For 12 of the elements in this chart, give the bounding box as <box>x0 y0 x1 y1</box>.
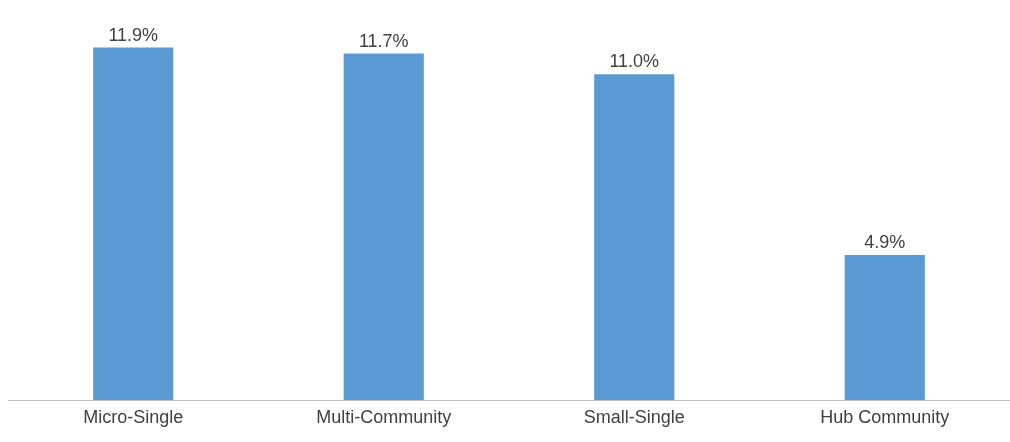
data-label: 11.7% <box>358 30 409 51</box>
x-tick-label: Multi-Community <box>316 406 452 427</box>
data-label: 4.9% <box>864 231 906 252</box>
x-tick-label: Small-Single <box>583 406 685 427</box>
bar <box>844 254 925 400</box>
x-tick-label: Hub Community <box>820 406 950 427</box>
bar <box>93 47 174 400</box>
bar <box>594 74 675 400</box>
x-tick-label: Micro-Single <box>83 406 184 427</box>
bar <box>343 53 424 400</box>
data-label: 11.0% <box>609 51 660 72</box>
data-label: 11.9% <box>108 24 159 45</box>
